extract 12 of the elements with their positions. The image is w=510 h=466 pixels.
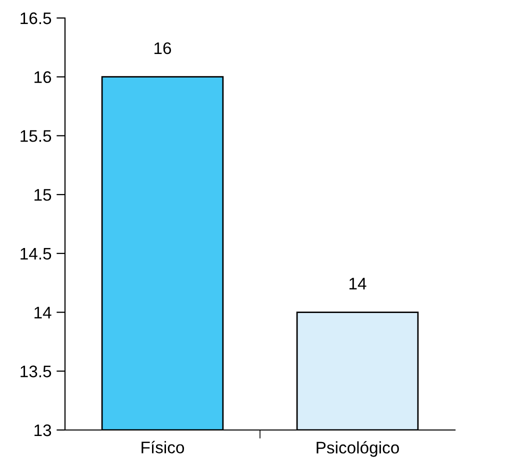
y-tick-label: 14 [34, 306, 52, 318]
y-tick-label: 16 [34, 71, 52, 84]
x-tick-label: Psicológico [316, 441, 399, 457]
y-tick-label: 14.5 [20, 248, 52, 260]
y-tick-label: 16.5 [20, 12, 52, 24]
y-tick-label: 15 [34, 189, 52, 201]
data-label: 14 [350, 278, 366, 290]
y-tick-label: 13 [34, 424, 52, 436]
data-label: 16 [154, 42, 172, 54]
y-tick-label: 13.5 [20, 366, 52, 378]
x-tick-label: Físico [142, 440, 184, 454]
y-tick-label: 15.5 [20, 130, 52, 142]
